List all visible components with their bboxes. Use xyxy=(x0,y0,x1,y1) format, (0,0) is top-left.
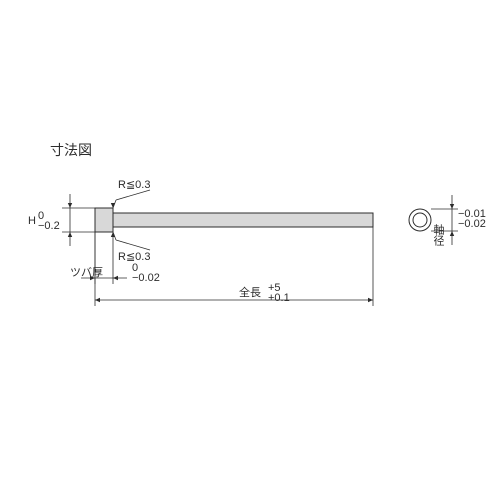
pin-head xyxy=(95,208,113,232)
background xyxy=(0,0,500,500)
length-label: 全長 xyxy=(239,285,261,299)
r-upper-label: R≦0.3 xyxy=(118,179,150,191)
dia-tol-lower: −0.02 xyxy=(458,218,486,230)
length-tol-lower: +0.1 xyxy=(268,292,290,304)
flange-label: ツバ厚 xyxy=(70,266,103,279)
pin-shaft xyxy=(113,213,373,227)
h-tol-lower: −0.2 xyxy=(38,220,60,232)
h-label: H xyxy=(28,215,36,227)
flange-tol-lower: −0.02 xyxy=(132,272,160,284)
diagram-title: 寸法図 xyxy=(50,142,92,158)
dia-label: 軸径 xyxy=(432,223,445,246)
